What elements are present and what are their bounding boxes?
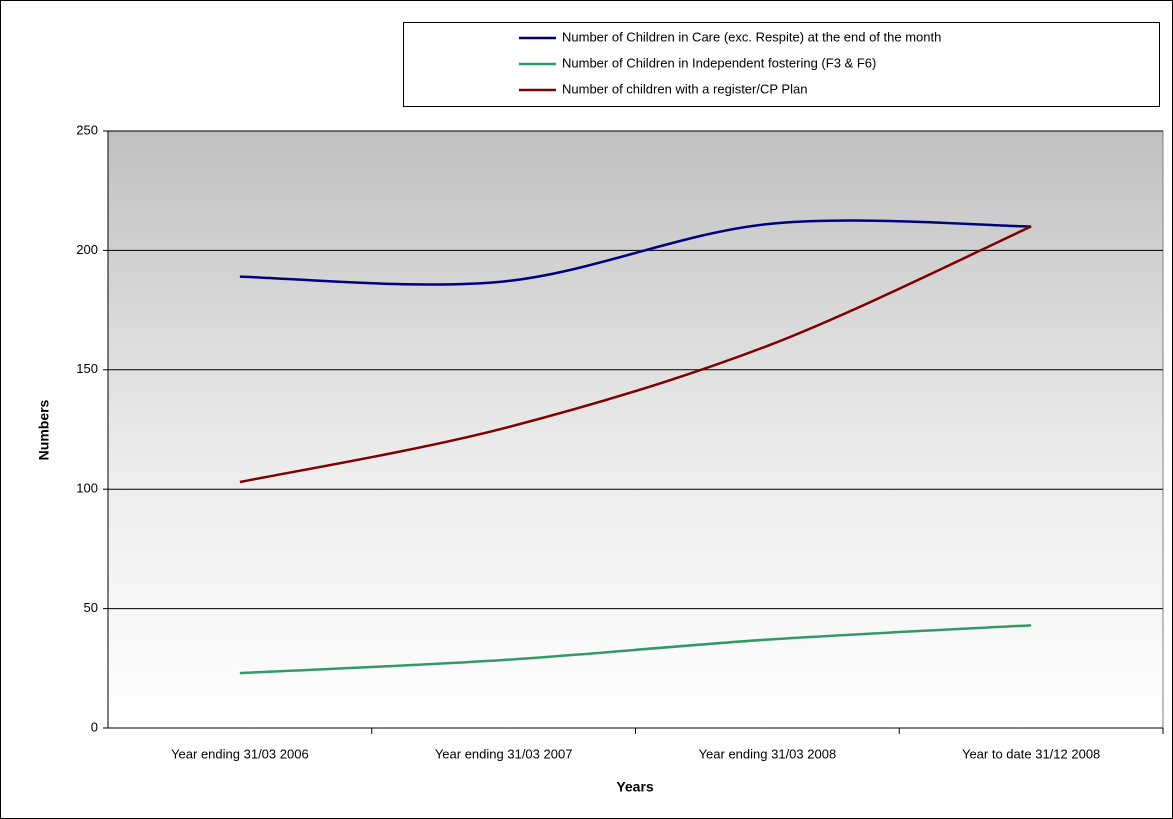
y-axis-label: Numbers [36,399,52,460]
plot-area [107,130,1164,729]
series-line [239,624,1032,675]
legend-label: Number of children with a register/CP Pl… [562,81,807,96]
y-tick-label: 0 [91,719,98,734]
y-tick-label: 250 [76,122,98,137]
x-tick-label: Year ending 31/03 2006 [171,746,309,761]
series-line [239,225,1032,484]
y-tick-label: 200 [76,242,98,257]
x-tick-label: Year ending 31/03 2007 [435,746,573,761]
y-tick-label: 100 [76,481,98,496]
series-line [239,219,1032,286]
x-tick-label: Year ending 31/03 2008 [699,746,837,761]
legend-label: Number of Children in Care (exc. Respite… [562,29,941,44]
x-axis-label: Years [616,779,654,795]
legend-label: Number of Children in Independent foster… [562,55,876,70]
y-tick-label: 50 [84,600,98,615]
x-tick-label: Year to date 31/12 2008 [962,746,1100,761]
y-tick-label: 150 [76,361,98,376]
